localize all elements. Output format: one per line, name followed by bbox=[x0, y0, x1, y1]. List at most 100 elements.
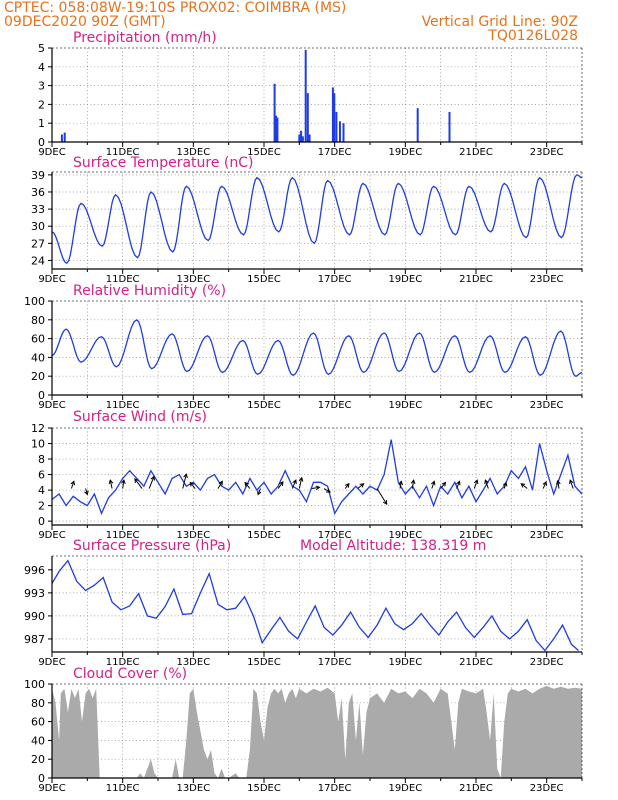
temp-xtick-label: 13DEC bbox=[176, 274, 210, 285]
pres-xtick-label: 15DEC bbox=[247, 657, 281, 668]
wind-wind-arrow-head bbox=[484, 479, 489, 485]
rh-series-line bbox=[52, 318, 582, 377]
cloud-ytick-label: 100 bbox=[24, 678, 45, 691]
temp-xtick-label: 17DEC bbox=[318, 274, 352, 285]
precip-title: Precipitation (mm/h) bbox=[73, 30, 217, 46]
wind-wind-arrow-head bbox=[359, 483, 365, 488]
pres-series-line bbox=[52, 559, 579, 652]
precip-bar bbox=[448, 111, 451, 142]
wind-wind-arrow-head bbox=[473, 479, 479, 485]
rh-ytick-label: 40 bbox=[31, 351, 45, 364]
wind-wind-arrow-head bbox=[134, 478, 139, 483]
precip-bar bbox=[276, 117, 279, 142]
temp-xtick-label: 9DEC bbox=[38, 274, 65, 285]
pres-ytick-label: 990 bbox=[24, 610, 45, 623]
precip-bar bbox=[331, 87, 334, 142]
wind-wind-arrow bbox=[357, 483, 364, 489]
wind-ytick-label: 4 bbox=[38, 484, 45, 497]
wind-title: Surface Wind (m/s) bbox=[73, 409, 207, 425]
wind-xtick-label: 13DEC bbox=[176, 530, 210, 541]
pres-xtick-label: 9DEC bbox=[38, 657, 65, 668]
wind-xtick-label: 15DEC bbox=[247, 530, 281, 541]
pres-ytick-label: 987 bbox=[24, 633, 45, 646]
precip-ytick-label: 3 bbox=[38, 80, 45, 93]
wind-wind-arrow-head bbox=[556, 479, 561, 485]
pres-xtick-label: 17DEC bbox=[318, 657, 352, 668]
precip-xtick-label: 17DEC bbox=[318, 147, 352, 158]
header-code: TQ0126L028 bbox=[488, 28, 578, 44]
wind-wind-arrow-head bbox=[569, 479, 574, 485]
pres-xtick-label: 23DEC bbox=[530, 657, 564, 668]
wind-wind-arrow bbox=[182, 474, 187, 489]
wind-wind-arrow-head bbox=[292, 479, 297, 485]
wind-wind-arrow-head bbox=[410, 479, 416, 485]
rh-ytick-label: 0 bbox=[38, 389, 45, 402]
rh-ytick-label: 60 bbox=[31, 333, 45, 346]
wind-wind-arrow-head bbox=[430, 480, 436, 486]
temp-ytick-label: 27 bbox=[31, 237, 45, 250]
wind-wind-arrow bbox=[503, 482, 507, 489]
precip-bar bbox=[416, 108, 419, 142]
header-station: CPTEC: 058:08W-19:10S PROX02: COIMBRA (M… bbox=[4, 0, 347, 16]
wind-wind-arrow bbox=[376, 488, 388, 505]
wind-wind-arrow-head bbox=[520, 483, 526, 488]
rh-xtick-label: 19DEC bbox=[388, 400, 422, 411]
cloud-xtick-label: 19DEC bbox=[388, 783, 422, 794]
cloud-ytick-label: 20 bbox=[31, 753, 45, 766]
wind-wind-arrow bbox=[189, 482, 196, 489]
wind-wind-arrow bbox=[399, 481, 402, 489]
pres-ytick-label: 993 bbox=[24, 587, 45, 600]
wind-xtick-label: 11DEC bbox=[106, 530, 140, 541]
wind-wind-arrow-head bbox=[456, 480, 461, 486]
wind-wind-arrow-head bbox=[84, 490, 89, 496]
header-vgrid: Vertical Grid Line: 90Z bbox=[421, 14, 578, 30]
wind-wind-arrow-head bbox=[502, 481, 508, 487]
wind-wind-arrow bbox=[520, 483, 528, 489]
precip-bar bbox=[273, 83, 276, 142]
precip-xtick-label: 11DEC bbox=[106, 147, 140, 158]
pres-ytick-label: 996 bbox=[24, 564, 45, 577]
precip-bar bbox=[60, 134, 63, 142]
precip-bar bbox=[304, 49, 307, 142]
precip-bar bbox=[338, 121, 341, 142]
cloud-ytick-label: 40 bbox=[31, 734, 45, 747]
cloud-xtick-label: 17DEC bbox=[318, 783, 352, 794]
precip-bar bbox=[333, 93, 336, 142]
wind-wind-arrow bbox=[311, 486, 320, 490]
wind-ytick-label: 6 bbox=[38, 469, 45, 482]
pres-xtick-label: 19DEC bbox=[388, 657, 422, 668]
precip-bar bbox=[300, 130, 303, 142]
header: CPTEC: 058:08W-19:10S PROX02: COIMBRA (M… bbox=[0, 0, 618, 44]
rh-xtick-label: 23DEC bbox=[530, 400, 564, 411]
rh-ytick-label: 20 bbox=[31, 370, 45, 383]
wind-xtick-label: 17DEC bbox=[318, 530, 352, 541]
temp-xtick-label: 15DEC bbox=[247, 274, 281, 285]
header-date: 09DEC2020 90Z (GMT) bbox=[4, 14, 166, 30]
cloud-title: Cloud Cover (%) bbox=[73, 666, 187, 682]
wind-wind-arrow bbox=[148, 476, 155, 489]
wind-wind-arrow-head bbox=[70, 480, 76, 486]
wind-wind-arrow bbox=[134, 478, 143, 489]
wind-wind-arrow bbox=[298, 477, 303, 489]
wind-ytick-label: 10 bbox=[31, 438, 45, 451]
wind-wind-arrow bbox=[557, 480, 560, 489]
cloud-xtick-label: 13DEC bbox=[176, 783, 210, 794]
wind-wind-arrow bbox=[484, 479, 489, 489]
wind-wind-arrow bbox=[440, 482, 446, 489]
cloud-ytick-label: 80 bbox=[31, 697, 45, 710]
wind-ytick-label: 0 bbox=[38, 515, 45, 528]
wind-wind-arrow-head bbox=[257, 490, 262, 496]
rh-xtick-label: 21DEC bbox=[459, 400, 493, 411]
wind-xtick-label: 23DEC bbox=[530, 530, 564, 541]
cloud-ytick-label: 60 bbox=[31, 716, 45, 729]
wind-wind-arrow-head bbox=[183, 473, 188, 479]
wind-wind-arrow-head bbox=[189, 481, 195, 487]
precip-bar bbox=[63, 132, 66, 142]
wind-wind-arrow-head bbox=[345, 482, 350, 488]
wind-ytick-label: 2 bbox=[38, 500, 45, 513]
wind-wind-arrow bbox=[323, 488, 331, 493]
precip-bar bbox=[275, 115, 278, 142]
wind-wind-arrow bbox=[70, 481, 75, 489]
rh-ytick-label: 80 bbox=[31, 314, 45, 327]
rh-ytick-label: 100 bbox=[24, 295, 45, 308]
